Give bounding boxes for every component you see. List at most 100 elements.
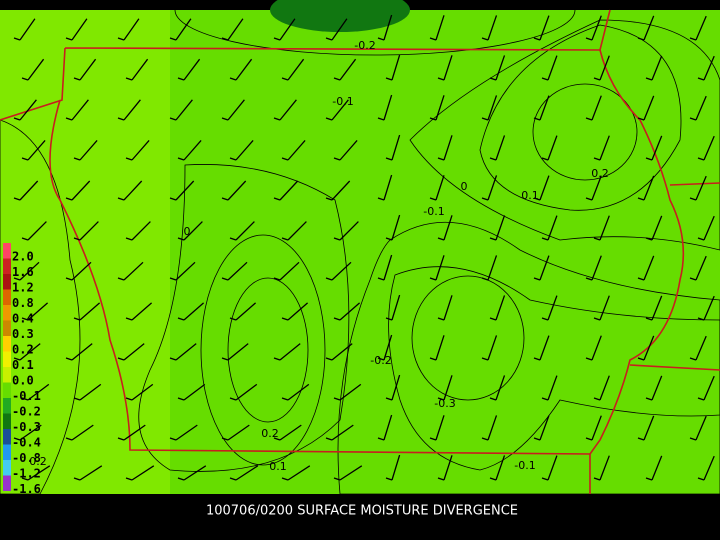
wind-barb (429, 255, 445, 281)
wind-barb (533, 175, 550, 201)
legend-swatch (3, 274, 11, 290)
wind-barb (637, 175, 655, 201)
wind-barb (65, 180, 91, 201)
wind-barb (533, 415, 550, 441)
legend-swatch (3, 336, 11, 352)
wind-barb (637, 415, 655, 441)
wind-barb (21, 58, 45, 81)
legend-label: 0.8 (12, 296, 34, 310)
wind-barb (697, 455, 715, 481)
field (532, 83, 638, 181)
wind-barb (593, 295, 610, 321)
wind-barb (689, 415, 707, 441)
wind-barb (385, 134, 401, 161)
wind-barb (169, 18, 192, 41)
legend-label: -0.4 (12, 436, 41, 450)
legend-swatch (3, 475, 11, 491)
legend-swatch (3, 243, 11, 259)
wind-barb (281, 139, 306, 161)
contour-label: 0.1 (521, 189, 539, 202)
contour-label: -0.2 (354, 39, 375, 52)
wind-barb (481, 175, 498, 201)
wind-barb (117, 18, 140, 41)
wind-barb (273, 343, 301, 361)
legend-label: 0.0 (12, 374, 34, 388)
wind-barb (221, 99, 245, 121)
wind-barb (73, 58, 97, 81)
legend-swatch (3, 398, 11, 414)
contour-label: 0 (184, 225, 191, 238)
wind-barb (585, 335, 602, 361)
wind-barb (333, 58, 357, 81)
wind-barb (117, 180, 143, 201)
wind-barb (169, 343, 197, 361)
wind-barb (333, 465, 363, 481)
legend-label: -0.2 (12, 405, 41, 419)
field (227, 277, 309, 423)
field (388, 266, 720, 471)
wind-barb (333, 221, 359, 241)
legend-label: 1.6 (12, 265, 34, 279)
wind-barb (645, 295, 663, 321)
wind-barb (377, 334, 393, 361)
legend-label: 0.3 (12, 327, 34, 341)
wind-barb (593, 55, 610, 81)
field (479, 24, 682, 211)
wind-barb (13, 261, 40, 281)
wind-barb (65, 343, 93, 361)
field (337, 221, 720, 495)
field (0, 10, 170, 494)
wind-barb (429, 95, 445, 121)
wind-barb (541, 135, 558, 161)
wind-barb (65, 99, 89, 121)
wind-barb (13, 99, 37, 121)
wind-barb (637, 255, 655, 281)
wind-barb (689, 175, 707, 201)
wind-barb (221, 261, 248, 281)
border (589, 49, 685, 455)
legend-swatch (3, 429, 11, 445)
contour-label: 0.2 (591, 167, 609, 180)
wind-barb (125, 139, 150, 161)
legend-label: 1.2 (12, 281, 34, 295)
wind-barb (169, 424, 198, 441)
wind-barbs (13, 14, 715, 481)
wind-barb (281, 221, 307, 241)
wind-barb (593, 375, 610, 401)
wind-barb (221, 180, 247, 201)
wind-barb (533, 95, 550, 121)
contour-label: -0.1 (514, 459, 535, 472)
wind-barb (273, 424, 302, 441)
wind-barb (429, 335, 445, 361)
wind-barb (177, 221, 203, 241)
contour-label: 0.2 (29, 455, 47, 468)
wind-barb (333, 139, 358, 161)
wind-barb (437, 375, 453, 401)
wind-barb (117, 99, 141, 121)
wind-barb (125, 302, 153, 321)
wind-barb (689, 335, 707, 361)
wind-barb (533, 255, 550, 281)
wind-barb (489, 55, 506, 81)
wind-barb (169, 99, 193, 121)
wind-barb (333, 302, 361, 321)
wind-barb (325, 180, 351, 201)
contour-label: -0.1 (332, 95, 353, 108)
caption: 100706/0200 SURFACE MOISTURE DIVERGENCE (206, 504, 518, 519)
wind-barb (489, 135, 506, 161)
wind-barb (273, 261, 300, 281)
legend-swatch (3, 460, 11, 476)
wind-barb (437, 55, 453, 81)
wind-barb (481, 95, 498, 121)
wind-barb (177, 383, 206, 401)
wind-barb (585, 255, 602, 281)
wind-barb (73, 302, 101, 321)
legend-swatch (3, 367, 11, 383)
wind-barb (637, 95, 655, 121)
wind-barb (117, 424, 146, 441)
legend-label: -1.6 (12, 482, 41, 496)
wind-barb (385, 454, 401, 481)
wind-barb (325, 261, 352, 281)
wind-barb (21, 465, 51, 481)
